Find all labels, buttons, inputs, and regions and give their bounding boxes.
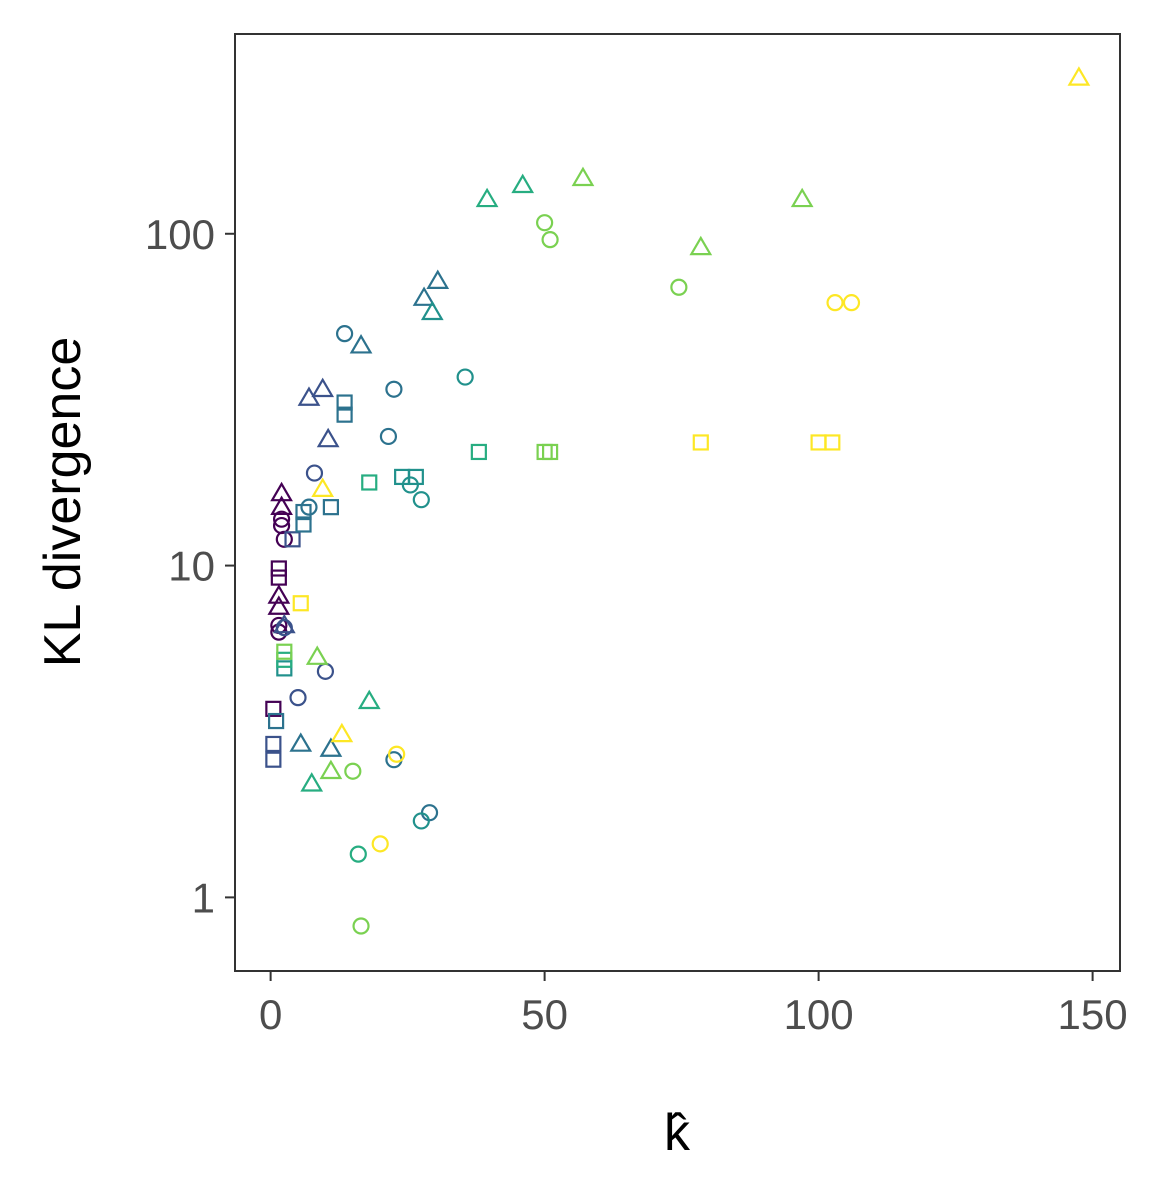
circle-point [456,368,474,386]
square-point [265,751,282,768]
triangle-point [689,235,713,256]
triangle-point [267,584,291,604]
triangle-point [267,595,291,615]
points-layer [265,66,1091,935]
x-tick-label: 100 [784,991,854,1038]
square-point [322,499,339,516]
circle-point [412,812,430,830]
triangle-point [790,187,814,208]
square-point [270,569,287,586]
y-axis: 1 10 100 [145,211,235,921]
triangle-point [297,386,321,406]
plot-background [235,34,1120,971]
triangle-point [305,645,329,665]
circle-point [272,510,291,528]
square-point [284,531,301,548]
square-point [265,700,282,717]
square-point [824,434,841,451]
triangle-point [349,334,373,354]
triangle-point [289,732,313,752]
circle-point [275,530,293,548]
triangle-point [511,173,535,194]
x-axis: 0 50 100 150 [259,971,1128,1038]
square-point [276,643,293,660]
square-point [270,560,287,577]
triangle-point [475,187,499,208]
square-point [470,443,487,461]
square-point [336,394,353,411]
y-axis-title: KL divergence [34,337,92,668]
triangle-point [412,286,436,306]
square-point [267,712,285,730]
circle-point [300,498,318,516]
circle-point [335,325,354,343]
triangle-point [270,495,293,516]
triangle-point [311,377,335,398]
circle-point [352,917,370,935]
circle-point [344,762,362,780]
triangle-point [319,759,343,780]
square-point [692,434,709,451]
triangle-point [357,689,381,710]
triangle-point [571,166,595,187]
x-tick-label: 150 [1058,991,1128,1038]
circle-point [305,464,324,482]
y-tick-label: 1 [192,874,215,921]
triangle-point [1067,66,1091,86]
triangle-point [420,300,444,321]
triangle-point [272,613,296,634]
circle-point [388,745,406,763]
square-point [295,516,312,533]
circle-point [289,689,307,707]
triangle-point [300,772,324,792]
circle-point [385,380,403,398]
circle-point [412,491,430,509]
triangle-point [426,269,450,289]
plot-border [234,33,1121,972]
circle-point [826,294,844,312]
circle-point [536,214,554,232]
y-tick-label: 10 [168,543,215,590]
circle-point [379,427,398,446]
circle-point [541,231,559,249]
x-tick-label: 50 [521,991,568,1038]
square-point [336,406,353,423]
y-tick-label: 100 [145,211,215,258]
square-point [407,468,424,486]
square-point [541,443,559,461]
circle-point [349,845,367,863]
square-point [276,660,293,677]
triangle-point [270,481,293,502]
triangle-point [319,737,343,757]
x-tick-label: 0 [259,991,282,1038]
triangle-point [316,427,340,448]
circle-point [371,835,389,853]
triangle-point [330,722,354,743]
triangle-point [311,477,335,497]
circle-point [670,278,688,296]
square-point [292,595,309,612]
circle-point [842,294,861,312]
x-axis-title: k̂ [664,1104,691,1162]
square-point [265,735,282,753]
square-point [361,474,378,491]
square-point [295,503,312,521]
